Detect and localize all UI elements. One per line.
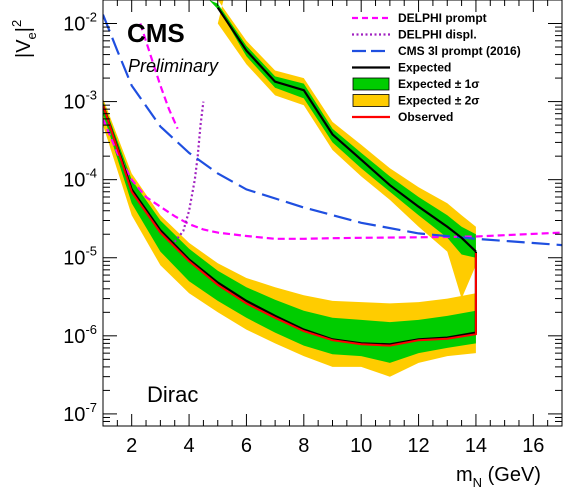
- y-axis-title-main: |V: [13, 39, 35, 58]
- legend-swatch: [352, 77, 390, 91]
- x-tick-label: 14: [465, 435, 487, 457]
- band-1sigma-upper: [209, 0, 476, 258]
- limit-curves: [103, 6, 562, 347]
- x-axis-title-sub: N: [473, 475, 482, 490]
- legend-label: Observed: [398, 110, 453, 124]
- legend-label: DELPHI prompt: [398, 11, 487, 25]
- legend-label: CMS 3l prompt (2016): [398, 44, 521, 58]
- y-axis: 10-7 10-6 10-5 10-4 10-3 10-2: [63, 0, 562, 427]
- legend: DELPHI prompt DELPHI displ. CMS 3l prompt …: [352, 11, 521, 124]
- svg-text:mN (GeV): mN (GeV): [456, 464, 541, 490]
- legend-item: DELPHI prompt: [352, 11, 487, 25]
- x-tick-label: 4: [184, 435, 195, 457]
- legend-item: CMS 3l prompt (2016): [352, 44, 521, 58]
- x-axis-title: mN (GeV): [456, 464, 541, 490]
- x-tick-label: 16: [522, 435, 544, 457]
- legend-item: DELPHI displ.: [352, 28, 477, 42]
- x-axis-title-unit: (GeV): [482, 464, 541, 486]
- legend-item: Expected ± 2σ: [352, 94, 480, 108]
- y-axis-title-sup: 2: [9, 20, 24, 27]
- uncertainty-bands: [103, 0, 476, 377]
- series-cms3l: [103, 14, 562, 247]
- legend-label: Expected ± 1σ: [398, 77, 480, 91]
- y-axis-title-sub: e: [24, 32, 39, 39]
- y-tick-label: 10-3: [63, 88, 97, 114]
- band-2sigma-lower: [103, 98, 476, 377]
- x-tick-label: 2: [126, 435, 137, 457]
- legend-swatch: [352, 94, 390, 107]
- x-tick-label: 12: [407, 435, 429, 457]
- svg-text:|Ve|2: |Ve|2: [9, 20, 39, 58]
- y-tick-label: 10-7: [63, 400, 97, 426]
- y-tick-label: 10-5: [63, 244, 97, 270]
- series-delphi-displ: [173, 101, 205, 243]
- legend-label: Expected: [398, 61, 451, 75]
- x-tick-label: 6: [241, 435, 252, 457]
- y-tick-label: 10-4: [63, 166, 97, 192]
- cms-label: CMS: [127, 18, 185, 48]
- series-delphi-prompt: [103, 118, 562, 240]
- y-axis-title-post: |: [13, 27, 35, 32]
- preliminary-label: Preliminary: [128, 56, 219, 76]
- legend-label: DELPHI displ.: [398, 28, 477, 42]
- legend-item: Observed: [352, 110, 453, 124]
- x-tick-label: 10: [350, 435, 372, 457]
- series-expected-upper: [216, 6, 477, 253]
- y-tick-label: 10-2: [63, 10, 97, 36]
- y-tick-label: 10-6: [63, 322, 97, 348]
- band-1sigma-lower: [103, 101, 476, 363]
- x-axis: 2 4 6 8 10 12 14 16: [102, 0, 563, 457]
- x-tick-label: 8: [298, 435, 309, 457]
- legend-item: Expected: [352, 61, 451, 75]
- series-observed: [103, 104, 477, 347]
- x-axis-title-main: m: [456, 464, 473, 486]
- legend-item: Expected ± 1σ: [352, 77, 480, 91]
- y-axis-title: |Ve|2: [9, 20, 39, 58]
- series-delphi-prompt-upper: [139, 23, 179, 130]
- dirac-label: Dirac: [147, 382, 198, 407]
- legend-label: Expected ± 2σ: [398, 94, 480, 108]
